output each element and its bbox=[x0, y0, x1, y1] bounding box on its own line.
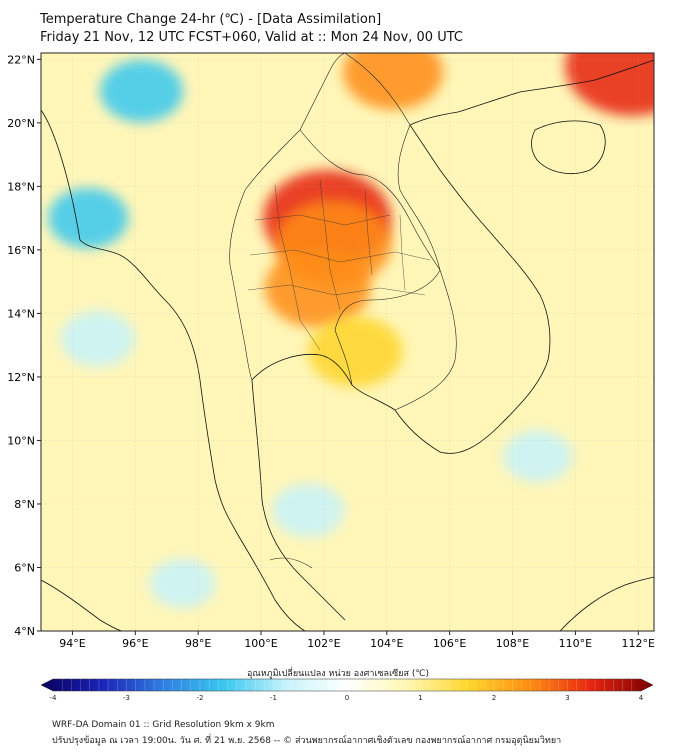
lat-tick-label: 20°N bbox=[7, 117, 35, 130]
lat-tick-label: 4°N bbox=[14, 625, 35, 638]
province-line bbox=[247, 284, 426, 296]
lat-tick-label: 6°N bbox=[14, 561, 35, 574]
border-thai-cambodia bbox=[334, 269, 441, 386]
colorbar-tick-label: 4 bbox=[638, 694, 644, 702]
hainan-island bbox=[531, 120, 606, 174]
graticule bbox=[41, 53, 654, 632]
colorbar bbox=[40, 678, 654, 692]
border-myanmar-china bbox=[299, 53, 346, 131]
anomaly-northeast-corner-warm bbox=[565, 53, 654, 116]
colorbar-tick-label: 3 bbox=[565, 694, 570, 702]
lat-tick-label: 22°N bbox=[7, 53, 35, 66]
coastline-china bbox=[457, 59, 654, 113]
lat-tick-label: 18°N bbox=[7, 180, 35, 193]
anomaly-gulf-of-thailand-cool bbox=[272, 483, 345, 538]
coastline-gulf-top bbox=[251, 354, 396, 411]
lat-tick-label: 12°N bbox=[7, 371, 35, 384]
colorbar-tick-label: -1 bbox=[270, 694, 277, 702]
colorbar-bar bbox=[40, 678, 654, 692]
province-line bbox=[254, 214, 391, 226]
anomaly-malay-sea-cool bbox=[149, 558, 216, 609]
colorbar-tick-label: -3 bbox=[123, 694, 130, 702]
border-thai-laos bbox=[299, 129, 441, 271]
colorbar-tick-label: -4 bbox=[49, 694, 57, 702]
lon-tick-label: 100°E bbox=[244, 637, 277, 650]
colorbar-tick-label: 0 bbox=[344, 694, 350, 702]
borders bbox=[229, 53, 457, 569]
anomaly-layer bbox=[47, 53, 654, 609]
coastline-peninsula bbox=[237, 534, 306, 631]
colorbar-tick-label: 2 bbox=[491, 694, 497, 702]
lat-tick-label: 16°N bbox=[7, 244, 35, 257]
lon-tick-label: 110°E bbox=[559, 637, 592, 650]
sumatra-coast bbox=[41, 579, 123, 631]
lon-tick-label: 104°E bbox=[370, 637, 403, 650]
lon-tick-label: 108°E bbox=[496, 637, 529, 650]
province-line bbox=[274, 184, 321, 351]
border-china-vietnam bbox=[344, 53, 411, 126]
borneo-coast bbox=[559, 576, 654, 631]
footer-line-1: WRF-DA Domain 01 :: Grid Resolution 9km … bbox=[52, 720, 275, 730]
anomaly-bay-of-bengal-cool bbox=[47, 187, 129, 249]
map-frame bbox=[40, 52, 655, 632]
border-laos-vietnam bbox=[397, 124, 441, 271]
anomaly-myanmar-north-cool bbox=[99, 59, 184, 123]
border-thai-malaysia bbox=[269, 557, 313, 569]
colorbar-segments bbox=[61, 679, 633, 691]
colorbar-tick-label: -2 bbox=[196, 694, 204, 702]
latitude-axis: 22°N 20°N 18°N 16°N 14°N 12°N 10°N 8°N 6°N 4°N bbox=[7, 53, 41, 638]
province-line bbox=[319, 179, 341, 311]
longitude-axis: 94°E 96°E 98°E 100°E 102°E 104°E 106°E 108°E 110… bbox=[59, 631, 655, 650]
lat-tick-label: 8°N bbox=[14, 498, 35, 511]
coastlines bbox=[41, 59, 654, 631]
coastline-gulf-west bbox=[251, 379, 346, 621]
anomaly-cambodia-warm bbox=[308, 316, 403, 387]
lon-tick-label: 106°E bbox=[433, 637, 466, 650]
anomaly-central-thailand-warm bbox=[264, 248, 371, 328]
coastline-west bbox=[41, 109, 239, 536]
lon-tick-label: 94°E bbox=[59, 637, 85, 650]
coastline-vietnam-south bbox=[394, 111, 551, 454]
lat-tick-label: 14°N bbox=[7, 307, 35, 320]
footer-line-2: ปรับปรุงข้อมูล ณ เวลา 19:00น. วัน ศ. ที่… bbox=[52, 736, 562, 746]
lat-tick-label: 10°N bbox=[7, 434, 35, 447]
temperature-field bbox=[41, 53, 654, 631]
province-lines bbox=[247, 179, 431, 351]
lon-tick-label: 112°E bbox=[622, 637, 655, 650]
lon-tick-label: 96°E bbox=[122, 637, 148, 650]
province-line bbox=[249, 249, 431, 263]
anomaly-north-vietnam-warm bbox=[343, 53, 444, 110]
colorbar-title: อุณหภูมิเปลี่ยนแปลง หน่วย องศาเซลเซียส (… bbox=[246, 669, 430, 679]
colorbar-tick-label: 1 bbox=[418, 694, 423, 702]
lon-tick-label: 98°E bbox=[185, 637, 211, 650]
anomaly-south-china-sea-cool bbox=[503, 430, 573, 483]
lon-tick-label: 102°E bbox=[307, 637, 340, 650]
province-line bbox=[364, 189, 373, 276]
border-cambodia-vietnam bbox=[394, 269, 457, 411]
province-line bbox=[399, 214, 406, 291]
anomaly-andaman-sea-cool bbox=[60, 310, 135, 367]
border-thai-myanmar bbox=[229, 129, 301, 381]
map-subtitle: Friday 21 Nov, 12 UTC FCST+060, Valid at… bbox=[40, 30, 463, 45]
map-title: Temperature Change 24-hr (℃) - [Data Ass… bbox=[40, 12, 382, 27]
